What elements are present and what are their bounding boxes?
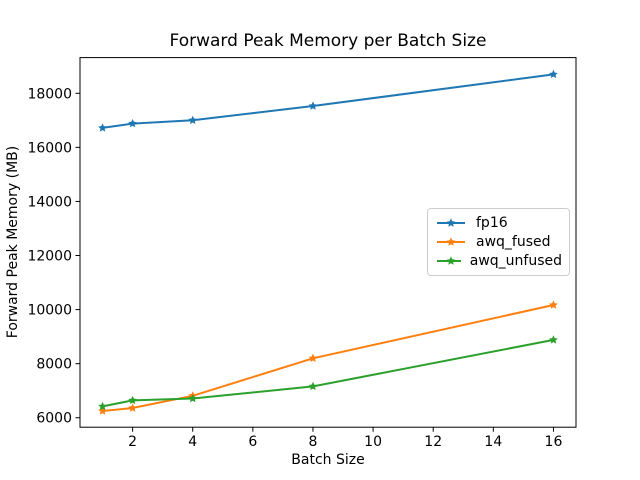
series-line-awq_unfused [102, 338, 554, 408]
y-tick-label: 10000 [27, 303, 72, 319]
x-tick-label: 4 [188, 434, 197, 450]
series-line-awq_fused [102, 304, 554, 412]
y-tick-label: 16000 [27, 140, 72, 156]
x-tick-label: 14 [484, 434, 502, 450]
legend-swatch-line-icon [437, 256, 461, 266]
legend-swatch-line-icon [437, 218, 465, 227]
data-point-marker-awq_unfused [188, 393, 198, 403]
y-tick-label: 8000 [36, 357, 72, 373]
data-point-marker-awq_fused [128, 403, 137, 412]
data-point-marker-fp16 [549, 69, 558, 79]
y-tick-label: 12000 [27, 249, 72, 265]
y-tick-label: 14000 [27, 194, 72, 210]
x-tick-label: 10 [364, 434, 382, 450]
y-tick-label: 6000 [36, 411, 72, 427]
y-tick-label: 18000 [27, 86, 72, 102]
data-point-marker-awq_fused [98, 406, 107, 415]
y-axis-label: Forward Peak Memory (MB) [5, 145, 21, 339]
legend: fp16 awq_fused awq_unfused [427, 208, 570, 276]
x-tick-label: 6 [248, 434, 257, 450]
data-point-marker-awq_unfused [549, 335, 558, 344]
data-point-marker-awq_unfused [98, 401, 107, 411]
data-point-marker-awq_unfused [308, 381, 318, 391]
x-axis-label: Batch Size [291, 452, 365, 468]
data-point-marker-awq_unfused [128, 395, 137, 405]
data-point-marker-fp16 [188, 115, 198, 125]
data-point-marker-awq_fused [549, 300, 558, 309]
legend-item-fp16: fp16 [435, 213, 562, 232]
x-tick-label: 16 [545, 434, 563, 450]
x-tick-label: 8 [309, 434, 318, 450]
series-line-fp16 [102, 73, 554, 129]
legend-item-awq-unfused: awq_unfused [435, 252, 562, 271]
axes-frame [79, 57, 577, 428]
legend-label: awq_unfused [469, 253, 562, 270]
legend-label: fp16 [476, 214, 508, 231]
legend-item-awq-fused: awq_fused [435, 232, 562, 251]
data-point-marker-awq_fused [308, 353, 318, 362]
chart-title: Forward Peak Memory per Batch Size [169, 31, 487, 51]
legend-label: awq_fused [476, 233, 551, 250]
x-tick-label: 2 [128, 434, 137, 450]
legend-swatch-line-icon [437, 237, 465, 246]
x-tick-label: 12 [424, 434, 442, 450]
data-point-marker-fp16 [98, 123, 107, 132]
data-point-marker-fp16 [128, 118, 137, 128]
data-point-marker-fp16 [308, 101, 318, 110]
